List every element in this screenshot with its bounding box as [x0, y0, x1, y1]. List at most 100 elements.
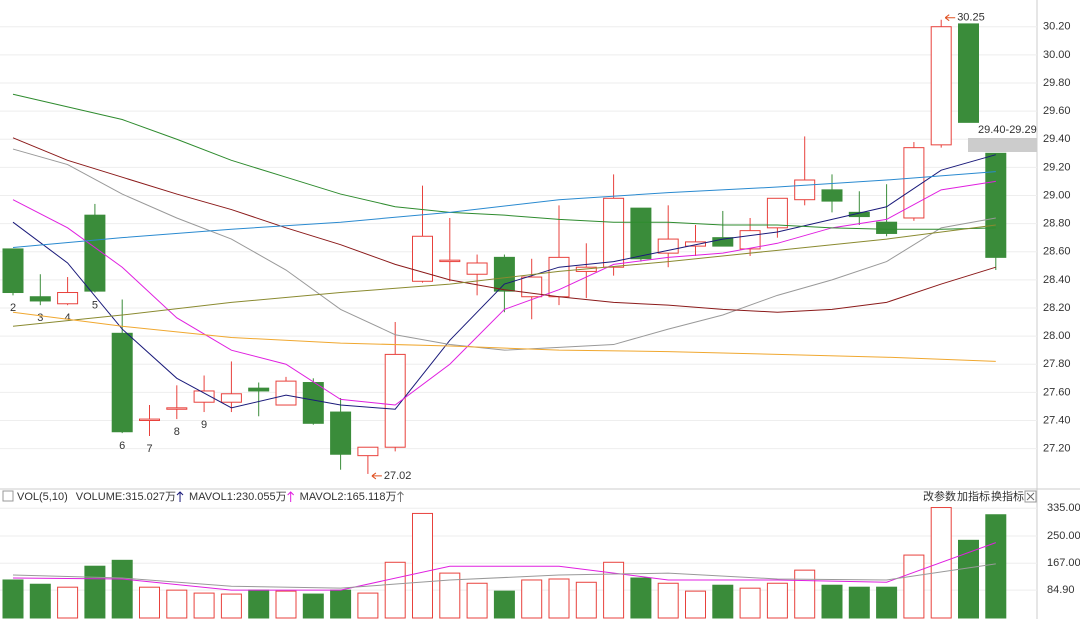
ma-line — [12, 563, 996, 589]
candle-body — [685, 241, 706, 247]
ma-line — [12, 224, 996, 327]
candle-body — [985, 152, 1007, 258]
volume-bar — [712, 584, 734, 619]
candle-body — [57, 292, 79, 305]
candle-body — [139, 418, 160, 421]
y-tick-label: 28.60 — [1043, 246, 1071, 258]
candle-body — [111, 332, 133, 433]
legend-text: MAVOL1:230.055万 — [189, 491, 287, 503]
candle-body — [220, 393, 242, 403]
volume-bar — [985, 514, 1007, 619]
volume-bar — [166, 589, 188, 619]
ma-line — [12, 542, 996, 591]
trend-arrow — [287, 491, 295, 502]
candle-body — [166, 407, 188, 410]
candle-body — [521, 276, 543, 298]
ma-line — [12, 93, 996, 230]
candle-body — [84, 214, 106, 292]
volume-bar — [630, 577, 652, 619]
legend-text: VOL(5,10) — [17, 491, 68, 503]
indicator-button[interactable]: 加指标 — [957, 489, 990, 503]
y-tick-label: 28.20 — [1043, 302, 1071, 314]
volume-bar — [548, 578, 570, 619]
candle-body — [657, 238, 679, 254]
candle-body — [712, 237, 734, 247]
volume-bar — [29, 583, 51, 619]
y-tick-label: 167.00 — [1047, 557, 1080, 569]
volume-bar — [275, 590, 297, 619]
count-label: 7 — [146, 443, 152, 455]
candle-body — [821, 189, 843, 202]
candle-body — [766, 197, 788, 229]
volume-bar — [876, 586, 898, 619]
volume-bar — [493, 590, 515, 619]
candle-body — [958, 23, 979, 123]
extreme-label: 30.25 — [957, 12, 985, 24]
close-icon[interactable] — [1024, 490, 1037, 503]
candle-body — [548, 256, 570, 298]
y-tick-label: 30.20 — [1043, 21, 1071, 33]
count-label: 2 — [10, 302, 16, 314]
volume-bar — [766, 582, 788, 619]
y-tick-label: 29.60 — [1043, 105, 1071, 117]
ma-line — [12, 154, 996, 410]
candle-body — [384, 353, 406, 448]
volume-bar — [794, 569, 816, 619]
candle-body — [439, 259, 461, 263]
count-label: 8 — [174, 426, 180, 438]
y-tick-label: 28.00 — [1043, 330, 1071, 342]
help-icon[interactable] — [2, 490, 14, 502]
y-tick-label: 250.00 — [1047, 530, 1080, 542]
volume-bar — [439, 572, 461, 619]
ma-line — [12, 311, 996, 362]
ma-line — [12, 171, 996, 249]
candle-body — [412, 235, 433, 282]
candle-body — [848, 211, 870, 218]
volume-bar — [57, 586, 79, 619]
candle-body — [330, 411, 352, 455]
volume-bar — [111, 559, 133, 619]
volume-bar — [302, 593, 324, 619]
y-tick-label: 335.00 — [1047, 502, 1080, 514]
volume-bar — [84, 565, 106, 619]
volume-bar — [220, 593, 242, 619]
volume-bar — [603, 561, 625, 619]
indicator-button[interactable]: 换指标 — [991, 489, 1024, 503]
indicator-button[interactable]: 改参数 — [923, 489, 956, 503]
volume-bar — [903, 554, 925, 619]
volume-bar — [958, 539, 979, 619]
ma-line — [12, 148, 996, 351]
extreme-label: 27.02 — [384, 470, 412, 482]
close-cross — [1026, 492, 1035, 501]
y-tick-label: 28.40 — [1043, 274, 1071, 286]
volume-bar — [657, 582, 679, 619]
candle-body — [493, 256, 515, 292]
volume-bar — [521, 579, 543, 619]
price-label: 29.40-29.29 — [978, 124, 1037, 136]
y-tick-label: 27.40 — [1043, 414, 1071, 426]
trend-arrow — [176, 491, 184, 502]
volume-bar — [384, 561, 406, 619]
candle-body — [794, 179, 816, 201]
price-tag — [968, 138, 1037, 152]
trend-arrow — [397, 491, 404, 502]
y-tick-label: 27.20 — [1043, 443, 1071, 455]
y-tick-label: 84.90 — [1047, 584, 1075, 596]
y-tick-label: 29.20 — [1043, 161, 1071, 173]
ma-line — [12, 137, 996, 313]
volume-bar — [193, 592, 215, 619]
y-tick-label: 27.80 — [1043, 358, 1071, 370]
volume-bar — [466, 582, 488, 619]
candle-body — [2, 248, 24, 294]
candle-body — [29, 296, 51, 302]
candle-body — [739, 230, 761, 250]
extreme-arrow — [371, 472, 382, 480]
count-label: 5 — [92, 299, 98, 311]
candle-body — [466, 262, 488, 275]
y-tick-label: 30.00 — [1043, 49, 1071, 61]
count-label: 6 — [119, 440, 125, 452]
candle-body — [275, 380, 297, 406]
count-label: 3 — [37, 312, 43, 324]
candle-body — [357, 446, 379, 457]
